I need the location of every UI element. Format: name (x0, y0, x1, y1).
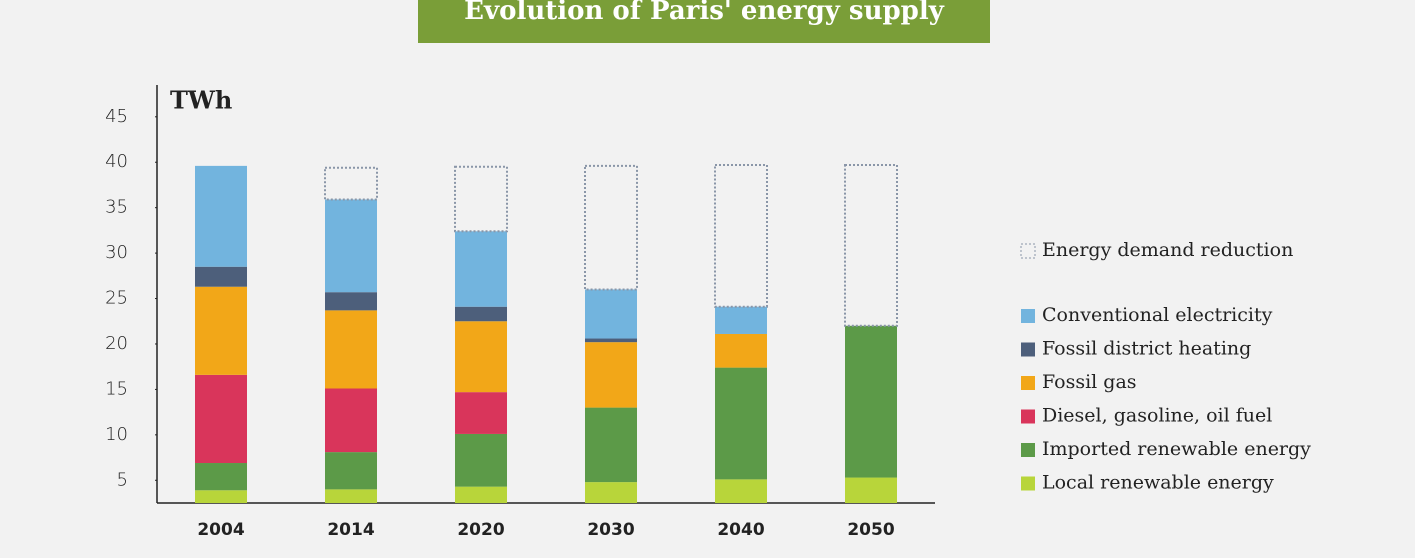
legend-swatch (1021, 409, 1035, 424)
bar-segment (455, 231, 507, 307)
bar-segment (585, 338, 637, 343)
legend-label: Fossil gas (1042, 371, 1137, 393)
reduction-box (454, 165, 508, 233)
y-tick-label: 40 (105, 151, 128, 172)
bar-segment (715, 306, 767, 334)
bar-segment (325, 292, 377, 311)
bar-segment (585, 289, 637, 339)
bar-segment (585, 482, 637, 503)
bar-segment (195, 490, 247, 503)
bar-segment (715, 367, 767, 480)
legend-swatch (1020, 243, 1036, 259)
bar-segment (845, 477, 897, 503)
legend-label: Fossil district heating (1042, 338, 1251, 360)
bar-segment (585, 342, 637, 408)
legend-label: Local renewable energy (1042, 472, 1274, 494)
bar-segment (715, 479, 767, 503)
y-tick-label: 20 (105, 333, 128, 354)
bar-segment (195, 463, 247, 491)
bar-segment (195, 374, 247, 464)
y-tick-label: 45 (105, 106, 128, 127)
x-tick-label: 2020 (457, 520, 504, 540)
bar-segment (455, 486, 507, 503)
bar-segment (715, 333, 767, 368)
y-tick-label: 30 (105, 242, 128, 263)
legend-swatch (1021, 309, 1035, 323)
x-tick-label: 2040 (717, 520, 764, 540)
reduction-box (844, 163, 898, 327)
bar-segment (325, 452, 377, 490)
bar-segment (325, 489, 377, 503)
legend-swatch (1021, 443, 1035, 457)
x-tick-label: 2030 (587, 520, 634, 540)
reduction-box (714, 163, 768, 308)
x-tick-label: 2014 (327, 520, 374, 540)
y-tick-label: 35 (105, 197, 128, 218)
bar-segment (585, 407, 637, 483)
title-banner (418, 0, 990, 43)
legend-swatch (1021, 376, 1035, 390)
bar-segment (455, 321, 507, 393)
bar-segment (195, 165, 247, 267)
bar-segment (325, 199, 377, 293)
legend-label: Diesel, gasoline, oil fuel (1042, 405, 1272, 427)
y-tick-label: 5 (117, 469, 128, 490)
x-tick-label: 2050 (847, 520, 894, 540)
y-tick-label: 10 (105, 424, 128, 445)
legend-swatch (1021, 342, 1035, 357)
legend-label: Imported renewable energy (1042, 438, 1311, 460)
bar-segment (455, 392, 507, 434)
legend-swatch (1021, 476, 1035, 491)
bar-segment (325, 310, 377, 389)
y-tick-label: 15 (105, 378, 128, 399)
chart-title: Evolution of Paris' energy supply (464, 0, 945, 26)
reduction-box (324, 166, 378, 201)
y-axis-label: TWh (170, 86, 232, 115)
x-tick-label: 2004 (197, 520, 244, 540)
reduction-box (584, 164, 638, 291)
bar-segment (455, 433, 507, 487)
bar-segment (455, 306, 507, 322)
legend-label: Energy demand reduction (1042, 239, 1293, 261)
bar-segment (195, 266, 247, 287)
legend-label: Conventional electricity (1042, 304, 1273, 326)
bar-segment (195, 286, 247, 375)
bar-segment (845, 325, 897, 478)
bar-segment (325, 388, 377, 453)
y-tick-label: 25 (105, 288, 128, 309)
